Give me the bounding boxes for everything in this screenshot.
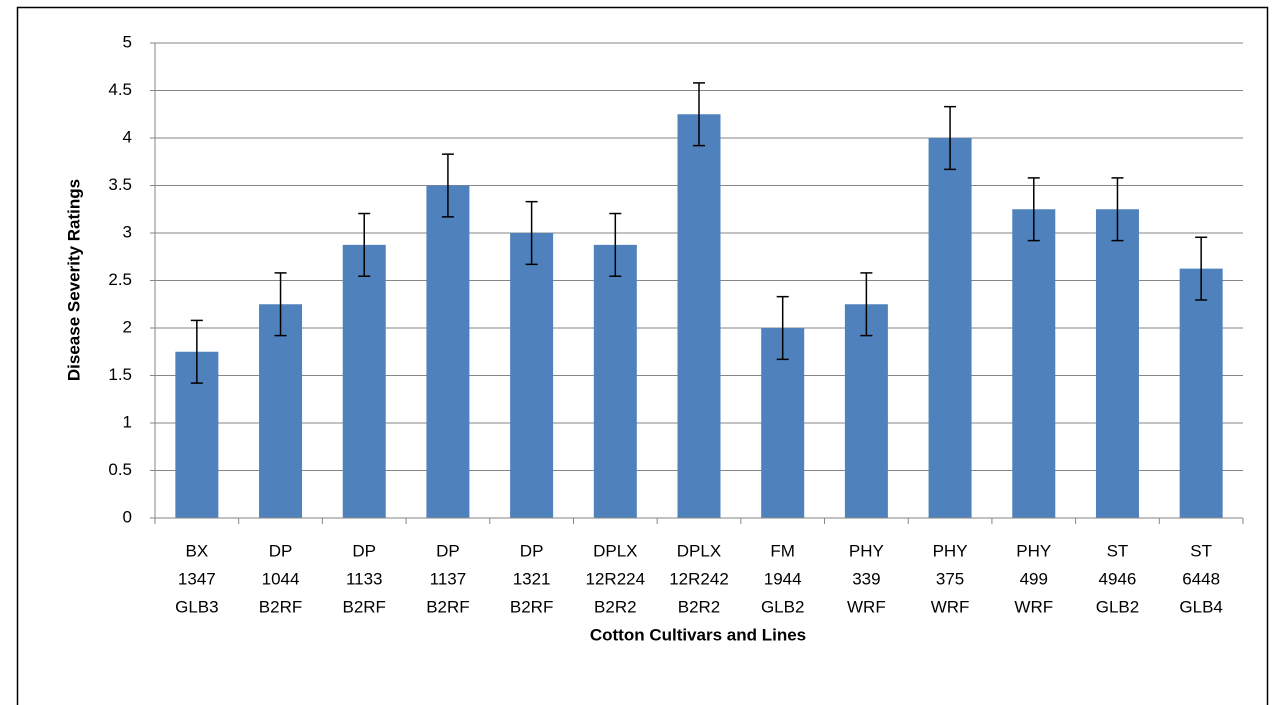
x-tick-label: GLB2 — [761, 597, 804, 616]
x-tick-label: WRF — [1014, 597, 1053, 616]
x-tick-label: FM — [770, 541, 795, 560]
y-tick-label: 4 — [123, 127, 132, 146]
x-tick-label: 1347 — [178, 569, 216, 588]
x-tick-label: BX — [186, 541, 209, 560]
y-tick-label: 2 — [123, 317, 132, 336]
x-tick-label: GLB3 — [175, 597, 218, 616]
bar — [593, 244, 637, 518]
x-tick-label: 4946 — [1099, 569, 1137, 588]
bar — [259, 304, 303, 518]
x-tick-label: WRF — [931, 597, 970, 616]
x-tick-label: 6448 — [1182, 569, 1220, 588]
x-tick-label: 12R224 — [586, 569, 646, 588]
chart-frame — [16, 6, 1269, 705]
bar — [426, 185, 470, 518]
bar — [1179, 268, 1223, 518]
y-tick-label: 0.5 — [108, 460, 132, 479]
x-tick-label: 1944 — [764, 569, 802, 588]
y-tick-label: 3.5 — [108, 175, 132, 194]
x-tick-label: B2RF — [426, 597, 469, 616]
x-tick-label: GLB2 — [1096, 597, 1139, 616]
x-tick-label: 1137 — [430, 569, 467, 588]
x-tick-label: DPLX — [593, 541, 637, 560]
x-tick-label: B2RF — [259, 597, 302, 616]
bar — [1095, 209, 1139, 518]
y-tick-label: 3 — [123, 222, 132, 241]
x-tick-label: 1044 — [262, 569, 300, 588]
bar — [1012, 209, 1056, 518]
x-tick-label: 12R242 — [669, 569, 729, 588]
x-tick-label: DP — [269, 541, 293, 560]
x-tick-label: 339 — [852, 569, 880, 588]
x-tick-label: 1321 — [513, 569, 551, 588]
x-tick-label: B2R2 — [594, 597, 637, 616]
bar — [844, 304, 888, 518]
x-tick-label: WRF — [847, 597, 886, 616]
y-tick-label: 1.5 — [108, 365, 132, 384]
x-tick-label: DPLX — [677, 541, 721, 560]
x-tick-label: DP — [352, 541, 376, 560]
x-tick-label: 1133 — [346, 569, 383, 588]
y-axis-title: Disease Severity Ratings — [64, 179, 83, 381]
y-tick-label: 2.5 — [108, 270, 132, 289]
x-tick-label: ST — [1107, 541, 1129, 560]
x-tick-label: 375 — [936, 569, 964, 588]
x-tick-label: ST — [1190, 541, 1212, 560]
x-tick-label: B2RF — [342, 597, 385, 616]
y-tick-label: 4.5 — [108, 80, 132, 99]
x-tick-label: DP — [436, 541, 460, 560]
bar — [342, 244, 386, 518]
x-tick-label: B2R2 — [678, 597, 721, 616]
y-tick-label: 5 — [123, 32, 132, 51]
bar — [510, 233, 554, 518]
x-tick-label: PHY — [933, 541, 968, 560]
y-tick-label: 1 — [123, 412, 132, 431]
x-tick-label: B2RF — [510, 597, 553, 616]
bar — [928, 138, 972, 518]
bar — [677, 114, 721, 518]
y-tick-label: 0 — [123, 507, 132, 526]
x-tick-label: DP — [520, 541, 544, 560]
x-axis-title: Cotton Cultivars and Lines — [590, 625, 806, 644]
x-tick-label: PHY — [849, 541, 884, 560]
x-tick-label: PHY — [1016, 541, 1051, 560]
x-tick-label: GLB4 — [1179, 597, 1222, 616]
x-tick-label: 499 — [1020, 569, 1048, 588]
